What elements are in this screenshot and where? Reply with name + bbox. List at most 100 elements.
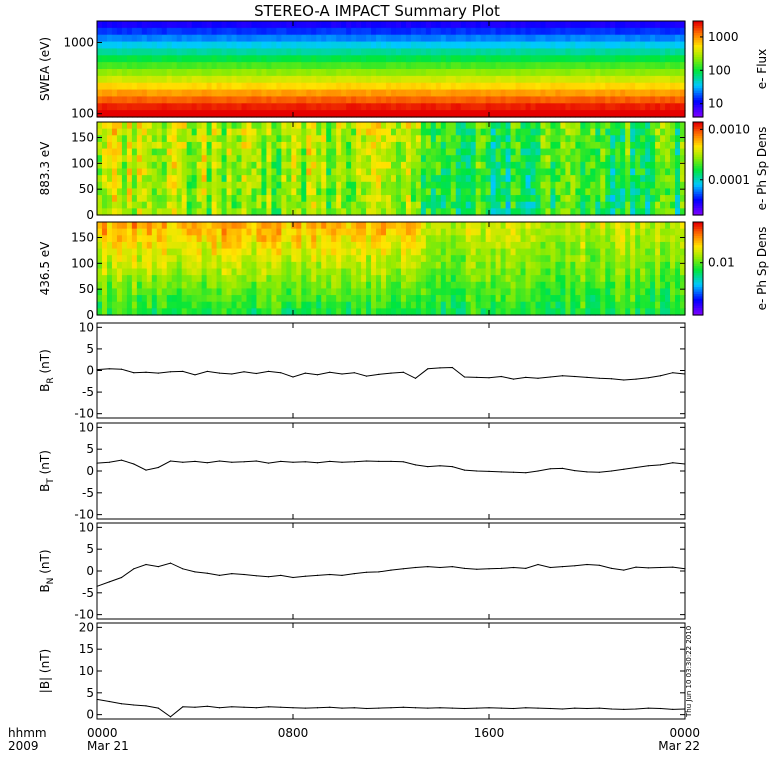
heatmap-cell bbox=[495, 222, 502, 230]
heatmap-cell bbox=[106, 235, 113, 243]
heatmap-cell bbox=[420, 27, 427, 36]
heatmap-cell bbox=[366, 89, 372, 98]
heatmap-cell bbox=[306, 141, 312, 150]
heatmap-cell bbox=[121, 241, 128, 250]
heatmap-cell bbox=[241, 75, 248, 84]
heatmap-cell bbox=[371, 103, 377, 111]
colorbar-segment bbox=[693, 93, 703, 96]
heatmap-cell bbox=[610, 75, 616, 84]
heatmap-cell bbox=[610, 48, 616, 56]
heatmap-cell bbox=[510, 275, 517, 283]
heatmap-cell bbox=[161, 188, 168, 196]
heatmap-cell bbox=[640, 135, 646, 143]
heatmap-cell bbox=[645, 228, 651, 236]
heatmap-cell bbox=[251, 195, 258, 203]
heatmap-cell bbox=[520, 188, 527, 196]
heatmap-cell bbox=[445, 222, 452, 230]
heatmap-cell bbox=[560, 235, 566, 243]
heatmap-cell bbox=[430, 288, 437, 296]
heatmap-cell bbox=[151, 141, 158, 150]
heatmap-cell bbox=[550, 122, 557, 130]
heatmap-cell bbox=[136, 295, 143, 303]
heatmap-cell bbox=[266, 27, 272, 36]
heatmap-cell bbox=[505, 241, 512, 250]
heatmap-cell bbox=[555, 135, 562, 143]
heatmap-cell bbox=[176, 62, 183, 70]
heatmap-cell bbox=[520, 175, 527, 183]
heatmap-cell bbox=[605, 188, 611, 196]
heatmap-cell bbox=[465, 248, 472, 256]
heatmap-cell bbox=[565, 82, 571, 91]
heatmap-cell bbox=[131, 55, 138, 63]
heatmap-cell bbox=[251, 161, 258, 170]
heatmap-cell bbox=[620, 75, 626, 84]
heatmap-cell bbox=[111, 21, 118, 29]
heatmap-cell bbox=[276, 268, 282, 276]
heatmap-cell bbox=[525, 103, 532, 111]
heatmap-cell bbox=[331, 208, 337, 216]
colorbar-tick-label: 100 bbox=[708, 63, 731, 77]
heatmap-cell bbox=[126, 75, 133, 84]
heatmap-cell bbox=[605, 241, 611, 250]
heatmap-cell bbox=[465, 301, 472, 309]
heatmap-cell bbox=[97, 103, 103, 111]
heatmap-cell bbox=[166, 175, 173, 183]
heatmap-cell bbox=[261, 148, 268, 156]
heatmap-cell bbox=[675, 110, 681, 118]
heatmap-cell bbox=[520, 261, 527, 270]
heatmap-cell bbox=[545, 175, 552, 183]
heatmap-cell bbox=[560, 208, 566, 216]
heatmap-cell bbox=[400, 308, 407, 316]
heatmap-cell bbox=[196, 103, 203, 111]
heatmap-cell bbox=[151, 248, 158, 256]
heatmap-cell bbox=[226, 82, 233, 91]
heatmap-cell bbox=[146, 248, 153, 256]
heatmap-cell bbox=[236, 288, 243, 296]
heatmap-cell bbox=[106, 62, 113, 70]
heatmap-cell bbox=[356, 161, 362, 170]
heatmap-cell bbox=[630, 295, 636, 303]
heatmap-cell bbox=[216, 261, 223, 270]
heatmap-cell bbox=[326, 255, 332, 263]
heatmap-cell bbox=[236, 148, 243, 156]
heatmap-cell bbox=[246, 168, 253, 176]
heatmap-cell bbox=[575, 301, 581, 309]
heatmap-cell bbox=[356, 255, 362, 263]
colorbar-segment bbox=[693, 166, 703, 170]
heatmap-cell bbox=[645, 261, 651, 270]
heatmap-cell bbox=[655, 48, 661, 56]
heatmap-cell bbox=[391, 155, 397, 163]
heatmap-cell bbox=[331, 241, 337, 250]
heatmap-cell bbox=[640, 55, 646, 63]
heatmap-cell bbox=[585, 275, 591, 283]
heatmap-cell bbox=[291, 201, 297, 209]
heatmap-cell bbox=[545, 155, 552, 163]
heatmap-cell bbox=[171, 301, 178, 309]
heatmap-cell bbox=[106, 135, 113, 143]
heatmap-cell bbox=[116, 161, 123, 170]
heatmap-cell bbox=[266, 168, 272, 176]
heatmap-cell bbox=[655, 122, 661, 130]
heatmap-cell bbox=[560, 255, 566, 263]
heatmap-cell bbox=[336, 69, 342, 77]
heatmap-cell bbox=[670, 55, 676, 63]
heatmap-cell bbox=[261, 75, 268, 84]
heatmap-cell bbox=[675, 175, 681, 183]
heatmap-cell bbox=[381, 248, 387, 256]
heatmap-cell bbox=[595, 268, 601, 276]
heatmap-cell bbox=[331, 235, 337, 243]
heatmap-cell bbox=[520, 27, 527, 36]
heatmap-cell bbox=[485, 155, 492, 163]
heatmap-cell bbox=[560, 82, 566, 91]
heatmap-cell bbox=[381, 48, 387, 56]
heatmap-cell bbox=[470, 255, 477, 263]
heatmap-cell bbox=[296, 110, 302, 118]
heatmap-cell bbox=[336, 161, 342, 170]
heatmap-cell bbox=[455, 201, 462, 209]
heatmap-cell bbox=[470, 288, 477, 296]
heatmap-cell bbox=[400, 122, 407, 130]
heatmap-cell bbox=[301, 48, 307, 56]
heatmap-cell bbox=[520, 96, 527, 104]
heatmap-cell bbox=[500, 281, 507, 290]
heatmap-cell bbox=[211, 161, 218, 170]
